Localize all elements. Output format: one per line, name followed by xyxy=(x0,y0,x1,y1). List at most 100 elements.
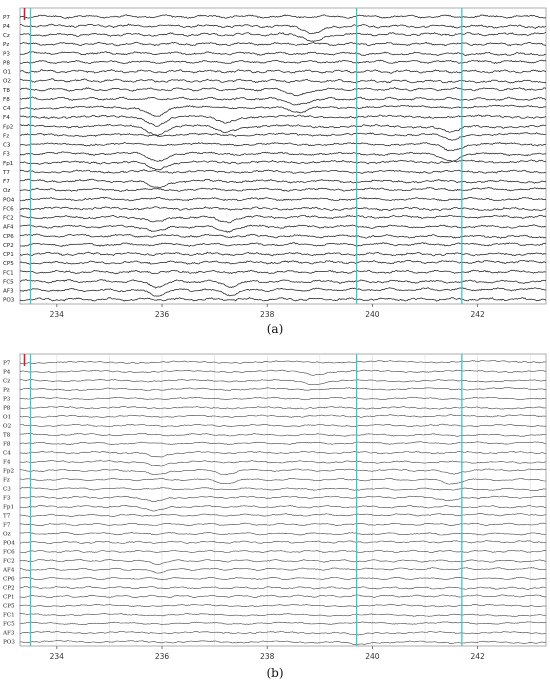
channel-label-cp5: CP5 xyxy=(3,261,14,267)
trace-cp5 xyxy=(19,259,547,265)
channel-label-t8: T8 xyxy=(2,88,10,94)
channel-label-f8: F8 xyxy=(3,97,10,103)
channel-label-oz: Oz xyxy=(3,188,10,194)
trace-fz xyxy=(19,477,547,485)
trace-cz xyxy=(19,32,547,42)
trace-c3 xyxy=(19,141,547,152)
channel-label-af3: AF3 xyxy=(2,631,15,637)
trace-cp1 xyxy=(19,251,547,257)
channel-label-fc1: FC1 xyxy=(3,613,15,619)
channel-label-fp1: Fp1 xyxy=(3,505,14,511)
x-tick-label: 238 xyxy=(260,652,275,661)
trace-fc2 xyxy=(19,214,547,224)
channel-label-po3: PO3 xyxy=(3,298,15,304)
trace-p3 xyxy=(19,396,547,401)
channel-label-cz: Cz xyxy=(3,379,10,385)
x-tick-label: 242 xyxy=(470,652,485,661)
trace-pz xyxy=(19,41,547,47)
channel-label-p7: P7 xyxy=(3,361,11,367)
trace-fc1 xyxy=(19,269,547,275)
trace-f8 xyxy=(20,441,547,445)
trace-p3 xyxy=(20,51,546,57)
channel-label-fc5: FC5 xyxy=(3,622,15,628)
channel-label-f7: F7 xyxy=(3,179,10,185)
x-tick-label: 234 xyxy=(50,310,65,319)
trace-po3 xyxy=(20,640,547,646)
channel-label-fc2: FC2 xyxy=(3,216,14,222)
trace-fc1 xyxy=(19,612,547,617)
trace-c3 xyxy=(19,487,547,492)
trace-fp1 xyxy=(19,159,547,171)
trace-o1 xyxy=(19,69,547,74)
trace-cp2 xyxy=(19,242,547,247)
channel-label-f7: F7 xyxy=(3,523,11,529)
trace-af3 xyxy=(19,630,547,636)
trace-po4 xyxy=(19,540,547,544)
channel-label-o2: O2 xyxy=(3,79,11,85)
channel-label-po4: PO4 xyxy=(3,541,15,547)
trace-p4 xyxy=(19,369,547,376)
channel-label-cp6: CP6 xyxy=(3,577,15,583)
channel-label-cp2: CP2 xyxy=(3,586,15,592)
channel-label-t8: T8 xyxy=(3,433,11,439)
trace-cp1 xyxy=(19,594,547,599)
channel-label-fc1: FC1 xyxy=(3,270,14,276)
channel-label-p8: P8 xyxy=(3,406,11,412)
eeg-panel-b: P7 P4 Cz Pz P3 P8 O1 O2 T8 F8 C4 F4 Fp2 Fz C3 F3 Fp1 T7 F7… xyxy=(0,348,550,685)
channel-label-fp2: Fp2 xyxy=(3,469,14,475)
trace-fc2 xyxy=(19,559,547,565)
channel-label-o1: O1 xyxy=(3,70,11,76)
trace-fp2 xyxy=(19,123,547,137)
channel-label-f4: F4 xyxy=(3,460,11,466)
channel-label-c4: C4 xyxy=(3,106,11,112)
plot-frame xyxy=(19,7,547,305)
trace-t8 xyxy=(19,87,547,97)
trace-cp6 xyxy=(19,576,547,581)
channel-label-p3: P3 xyxy=(3,397,11,403)
channel-label-p7: P7 xyxy=(3,15,10,21)
channel-label-f4: F4 xyxy=(3,115,10,121)
channel-label-cp2: CP2 xyxy=(3,243,14,249)
trace-f4 xyxy=(19,114,547,127)
trace-f3 xyxy=(19,151,547,162)
channel-label-t7: T7 xyxy=(3,514,11,520)
channel-label-af4: AF4 xyxy=(3,225,14,231)
panel-caption-b: (b) xyxy=(266,666,284,680)
trace-p7 xyxy=(19,360,547,364)
channel-label-fc6: FC6 xyxy=(3,550,15,556)
trace-f4 xyxy=(19,459,547,467)
channel-label-p4: P4 xyxy=(3,24,10,30)
trace-cz xyxy=(19,378,547,386)
panel-caption-a: (a) xyxy=(266,322,284,336)
trace-cp2 xyxy=(20,586,546,590)
x-tick-label: 236 xyxy=(155,652,170,661)
channel-label-fp2: Fp2 xyxy=(3,124,13,130)
channel-label-p8: P8 xyxy=(3,60,10,66)
trace-c4 xyxy=(20,450,546,458)
channel-label-po4: PO4 xyxy=(3,197,15,203)
channel-label-af4: AF4 xyxy=(2,568,15,574)
x-tick-label: 240 xyxy=(365,310,380,319)
trace-f7 xyxy=(19,178,547,189)
channel-label-cp1: CP1 xyxy=(3,252,14,258)
trace-t7 xyxy=(19,169,547,174)
channel-label-cz: Cz xyxy=(3,33,10,39)
channel-label-o2: O2 xyxy=(3,424,12,430)
trace-pz xyxy=(19,387,547,391)
trace-t7 xyxy=(20,513,547,518)
trace-oz xyxy=(20,531,547,536)
channel-label-o1: O1 xyxy=(3,415,11,421)
channel-label-f3: F3 xyxy=(3,496,11,502)
channel-label-fz: Fz xyxy=(3,478,10,484)
channel-label-p4: P4 xyxy=(3,370,11,376)
channel-label-fc6: FC6 xyxy=(3,206,14,212)
channel-label-c4: C4 xyxy=(3,451,11,457)
eeg-chart-b: P7 P4 Cz Pz P3 P8 O1 O2 T8 F8 C4 F4 Fp2 Fz C3 F3 Fp1 T7 F7… xyxy=(2,353,547,661)
trace-f3 xyxy=(20,495,547,502)
channel-label-pz: Pz xyxy=(3,42,9,48)
channel-label-pz: Pz xyxy=(3,388,10,394)
trace-af4 xyxy=(19,224,547,233)
trace-c4 xyxy=(19,104,546,117)
trace-af4 xyxy=(19,567,547,574)
channel-label-c3: C3 xyxy=(3,487,11,493)
